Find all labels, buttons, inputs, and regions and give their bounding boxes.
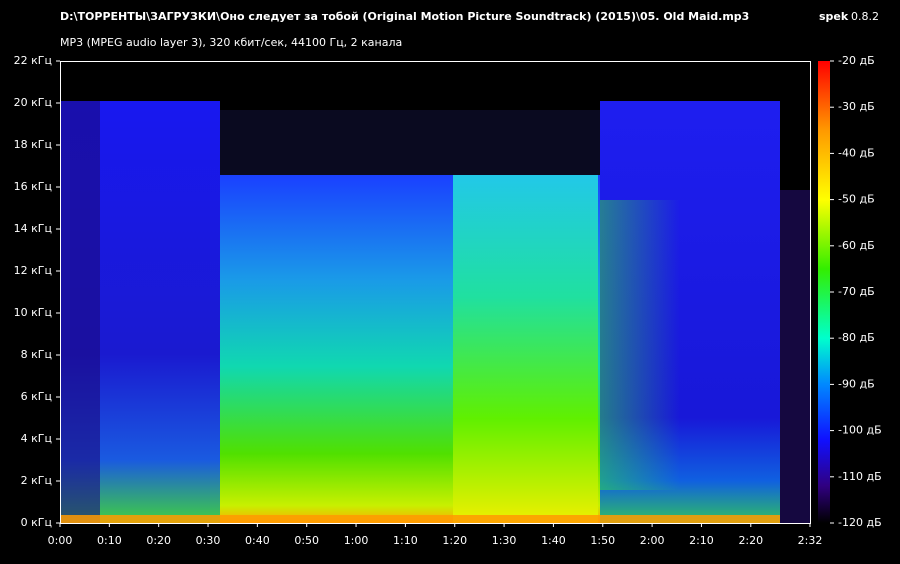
y-tick-label: 0 кГц <box>21 516 52 529</box>
color-tick-label: -20 дБ <box>838 54 875 67</box>
x-tick-label: 1:30 <box>492 534 517 547</box>
x-tick-label: 0:00 <box>48 534 73 547</box>
x-tick-label: 2:00 <box>640 534 665 547</box>
x-tick-label: 2:10 <box>689 534 714 547</box>
y-tick-label: 4 кГц <box>21 432 52 445</box>
spectrum-region <box>453 175 598 523</box>
x-tick-label: 2:20 <box>738 534 763 547</box>
color-tick-label: -80 дБ <box>838 331 875 344</box>
x-tick-label: 0:50 <box>294 534 319 547</box>
color-tick-label: -90 дБ <box>838 377 875 390</box>
y-tick-label: 6 кГц <box>21 390 52 403</box>
x-tick-label: 1:50 <box>590 534 615 547</box>
y-tick-label: 12 кГц <box>14 264 52 277</box>
color-tick-label: -30 дБ <box>838 100 875 113</box>
x-tick-label: 1:10 <box>393 534 418 547</box>
spectrum-region <box>60 101 100 523</box>
y-tick-label: 20 кГц <box>14 96 52 109</box>
x-tick-label: 2:32 <box>798 534 823 547</box>
x-tick-label: 1:40 <box>541 534 566 547</box>
color-tick-label: -100 дБ <box>838 424 882 437</box>
y-tick-label: 14 кГц <box>14 222 52 235</box>
color-bar <box>818 61 830 523</box>
y-tick-label: 22 кГц <box>14 54 52 67</box>
app-name: spek <box>819 10 849 23</box>
file-title: D:\ТОРРЕНТЫ\ЗАГРУЗКИ\Оно следует за тобо… <box>60 10 749 23</box>
x-tick-label: 1:20 <box>442 534 467 547</box>
spectrum-region <box>780 190 810 523</box>
color-tick-label: -70 дБ <box>838 285 875 298</box>
app-version: 0.8.2 <box>851 10 879 23</box>
spectrum-region <box>220 110 600 175</box>
spectrogram <box>60 61 810 523</box>
color-tick-label: -110 дБ <box>838 470 882 483</box>
y-tick-label: 16 кГц <box>14 180 52 193</box>
x-tick-label: 1:00 <box>344 534 369 547</box>
color-tick-label: -40 дБ <box>838 146 875 159</box>
spectrum-region <box>600 200 680 490</box>
y-tick-label: 8 кГц <box>21 348 52 361</box>
x-tick-label: 0:40 <box>245 534 270 547</box>
y-tick-label: 2 кГц <box>21 474 52 487</box>
spectrum-region <box>60 515 780 523</box>
color-tick-label: -120 дБ <box>838 516 882 529</box>
x-tick-label: 0:10 <box>97 534 122 547</box>
x-tick-label: 0:30 <box>196 534 221 547</box>
file-info: MP3 (MPEG audio layer 3), 320 кбит/сек, … <box>60 36 402 49</box>
y-tick-label: 18 кГц <box>14 138 52 151</box>
y-tick-label: 10 кГц <box>14 306 52 319</box>
color-tick-label: -60 дБ <box>838 239 875 252</box>
plot-frame <box>60 61 811 524</box>
color-tick-label: -50 дБ <box>838 193 875 206</box>
x-tick-label: 0:20 <box>146 534 171 547</box>
